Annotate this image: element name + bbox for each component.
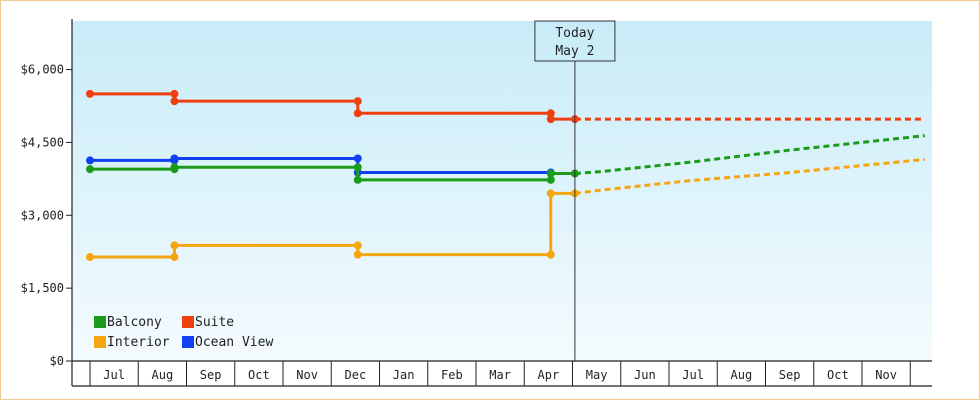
data-point <box>546 115 555 124</box>
y-axis: $0 $1,500 $3,000 $4,500 $6,000 <box>21 19 73 386</box>
series-line <box>90 156 551 175</box>
y-tick-label: $1,500 <box>21 281 64 295</box>
data-point <box>170 163 179 172</box>
x-tick-label: Jul <box>682 368 704 382</box>
data-point <box>170 154 179 163</box>
y-tick-label: $6,000 <box>21 63 64 77</box>
legend: Balcony Suite Interior Ocean View <box>94 315 273 350</box>
data-point <box>86 253 94 262</box>
data-point <box>546 189 555 198</box>
series-suite <box>86 89 925 124</box>
legend-swatch <box>182 336 194 348</box>
data-point <box>170 253 179 262</box>
x-tick-label: Aug <box>152 368 174 382</box>
x-tick-label: Jul <box>103 368 125 382</box>
today-label: Today <box>555 26 594 41</box>
data-point <box>546 250 555 259</box>
x-tick-label: Jan <box>393 368 415 382</box>
data-point <box>353 241 362 250</box>
x-axis: Jul Aug Sep Oct Nov Dec Jan Feb Mar Apr May Jun Jul A… <box>72 360 932 387</box>
data-point <box>353 175 362 184</box>
legend-label: Ocean View <box>195 335 273 350</box>
legend-item: Ocean View <box>182 335 273 350</box>
x-tick-label: Apr <box>538 368 560 382</box>
x-tick-label: Oct <box>248 368 270 382</box>
legend-label: Interior <box>107 335 170 350</box>
x-tick-label: Mar <box>489 368 511 382</box>
x-tick-label: Dec <box>345 368 367 382</box>
data-point <box>86 156 94 165</box>
data-point <box>546 169 555 178</box>
data-point <box>353 250 362 259</box>
y-tick-label: $4,500 <box>21 135 64 149</box>
legend-label: Suite <box>195 315 234 330</box>
series-layer <box>86 89 925 262</box>
data-point <box>546 109 555 118</box>
x-tick-label: Nov <box>875 368 897 382</box>
data-point <box>170 89 179 98</box>
legend-swatch <box>94 336 106 348</box>
x-tick-label: Feb <box>441 368 463 382</box>
data-point <box>353 154 362 163</box>
legend-item: Interior <box>94 335 170 350</box>
today-label-box <box>534 20 616 62</box>
today-marker: Today May 2 <box>534 20 616 361</box>
x-tick-label: Jun <box>634 368 656 382</box>
y-tick-label: $0 <box>50 354 64 368</box>
data-point <box>353 163 362 172</box>
data-point <box>86 89 94 98</box>
x-tick-label: May <box>586 368 608 382</box>
data-point <box>170 97 179 106</box>
x-tick-label: Oct <box>827 368 849 382</box>
legend-item: Suite <box>182 315 234 330</box>
today-date: May 2 <box>555 44 594 59</box>
data-point <box>170 241 179 250</box>
x-tick-label: Nov <box>296 368 318 382</box>
data-point <box>353 109 362 118</box>
data-point <box>546 175 555 184</box>
legend-item: Balcony <box>94 315 162 330</box>
plot-background <box>72 21 932 361</box>
data-point <box>86 165 94 174</box>
data-point <box>353 97 362 106</box>
x-tick-label: Aug <box>731 368 753 382</box>
x-tick-label: Sep <box>779 368 801 382</box>
y-tick-label: $3,000 <box>21 208 64 222</box>
legend-swatch <box>182 316 194 328</box>
x-tick-label: Sep <box>200 368 222 382</box>
legend-swatch <box>94 316 106 328</box>
legend-label: Balcony <box>107 315 162 330</box>
